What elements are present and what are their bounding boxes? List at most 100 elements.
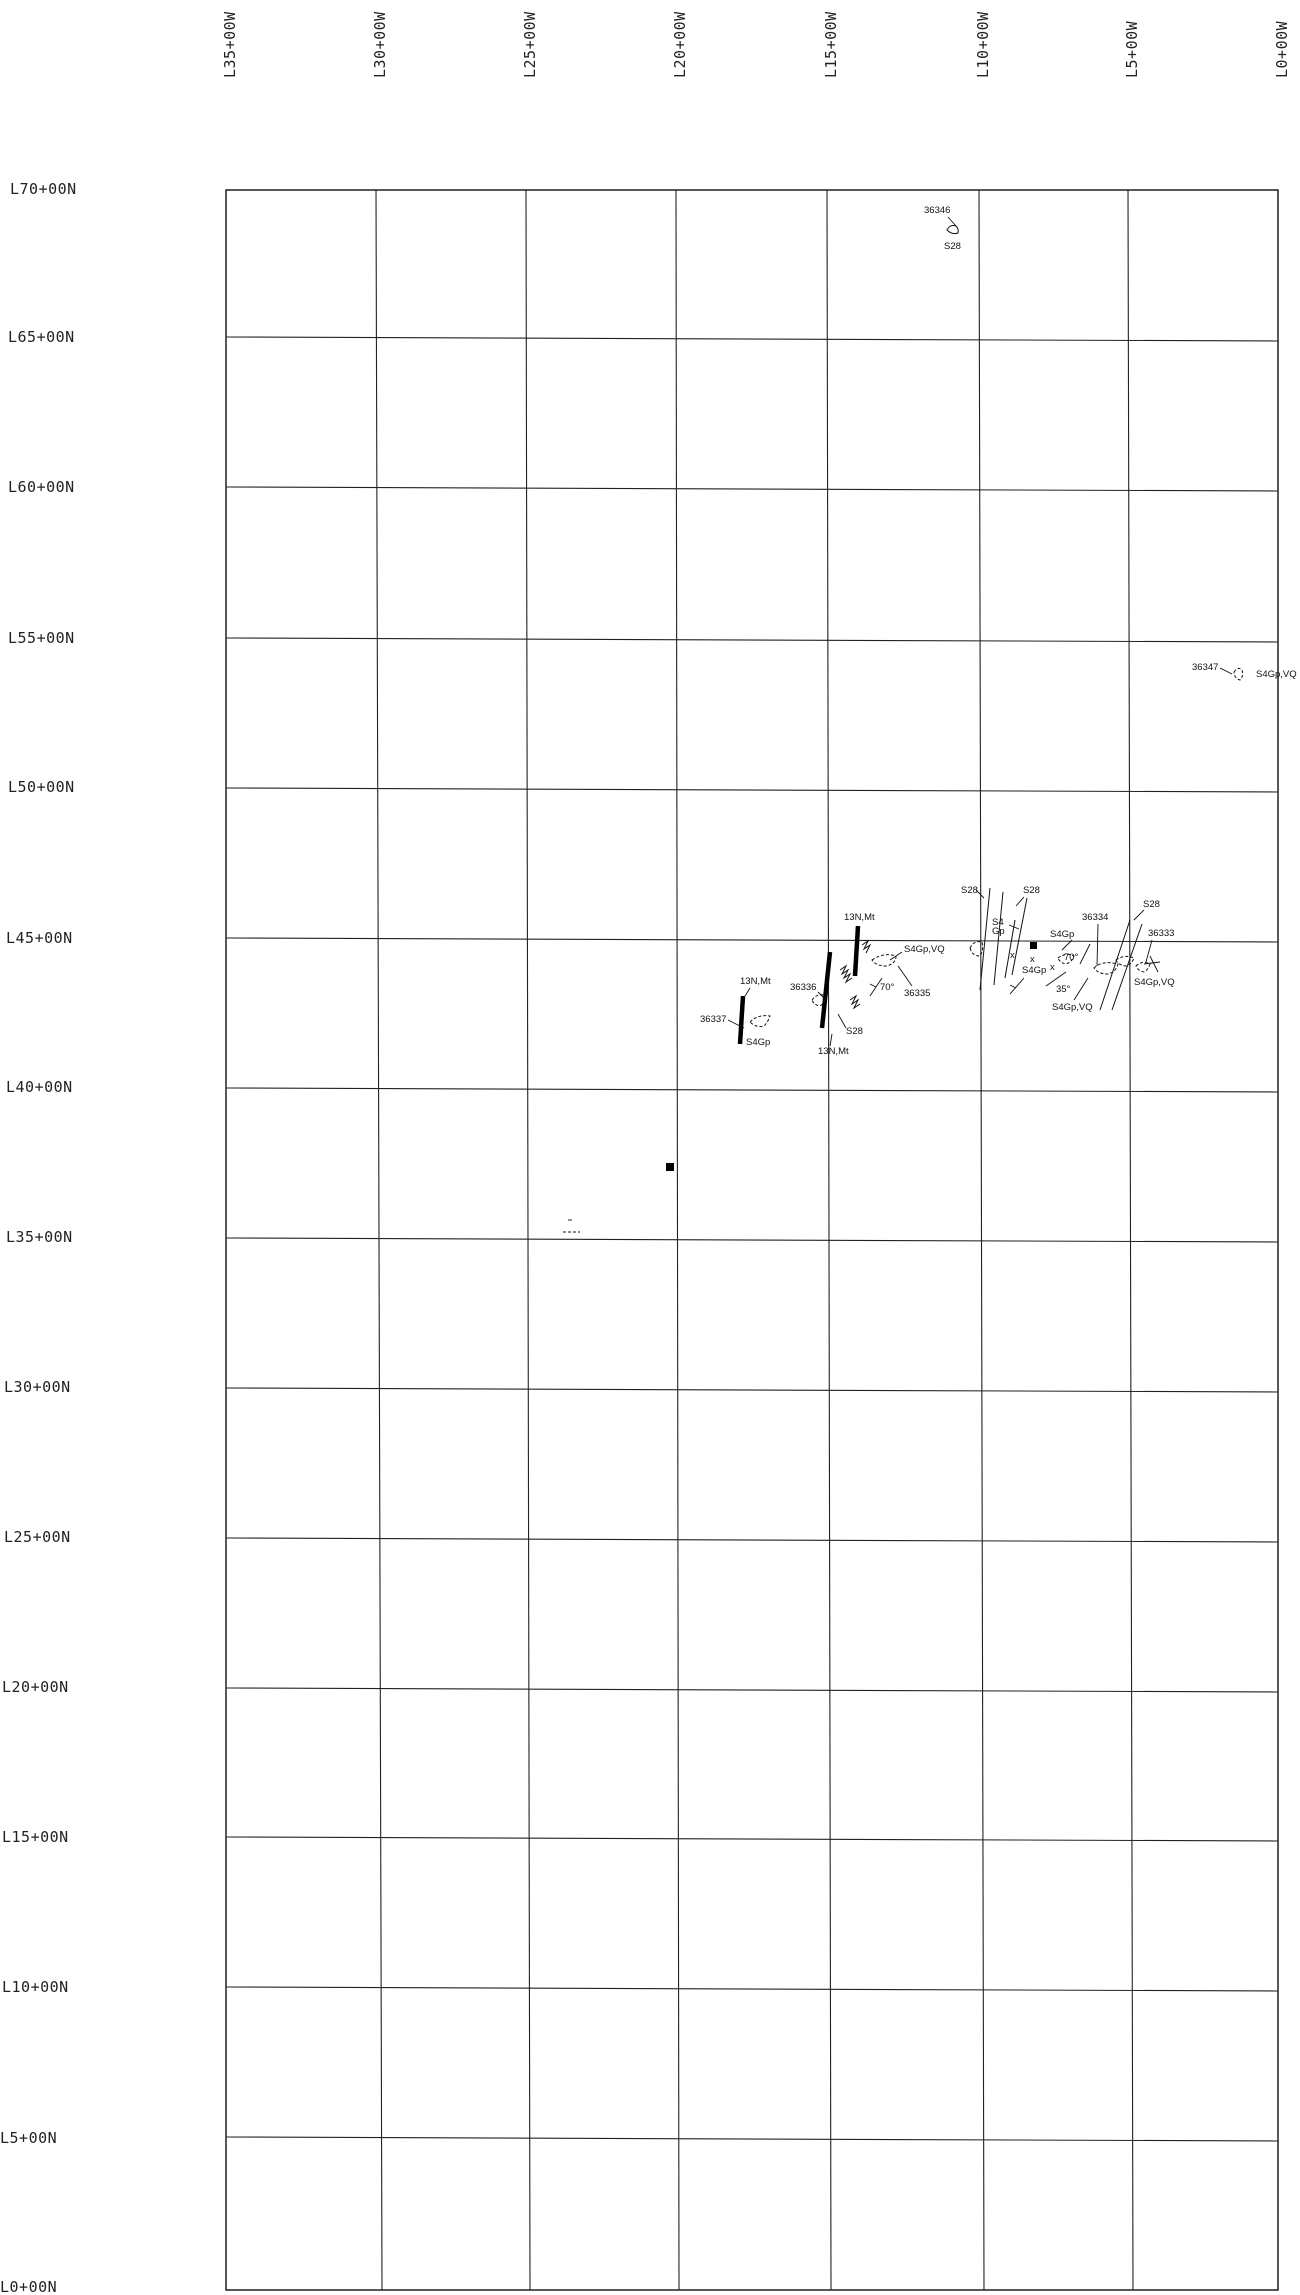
strike-symbol [1149, 955, 1159, 973]
sample-36347: 36347 S4Gp,VQ [1192, 662, 1297, 681]
rock-code: S4 [992, 917, 1004, 928]
sample-id: 36337 [700, 1014, 726, 1025]
rock-code: S28 [961, 885, 978, 896]
dip-symbol [1045, 971, 1067, 987]
dip-value: 35° [1056, 984, 1071, 995]
contact-x: x [1010, 950, 1015, 961]
rock-code: S28 [1143, 899, 1160, 910]
outcrop-outline [1115, 955, 1135, 967]
rock-code: S4Gp,VQ [1256, 669, 1297, 680]
grid-line-l30n [225, 1387, 1279, 1393]
dip-value: 70° [880, 982, 895, 993]
grid-line-l10n [225, 1986, 1279, 1992]
leader-line [975, 889, 985, 899]
survey-grid [225, 189, 1279, 2291]
grid-line-l45n [225, 937, 1279, 943]
contact-x: x [1030, 954, 1035, 965]
leader-line [1015, 896, 1025, 907]
rock-code: 13N,Mt [844, 912, 875, 923]
dip-tick [1009, 984, 1017, 989]
faint-mark [563, 1219, 580, 1233]
northing-label: L5+00N [0, 2129, 57, 2147]
map-frame [225, 189, 1279, 2291]
leader-line [829, 1033, 833, 1047]
grid-line-l50n [225, 787, 1279, 793]
sample-id: 36335 [904, 988, 930, 999]
sample-location-marker [1030, 942, 1037, 949]
grid-line-l55n [225, 637, 1279, 643]
easting-label: L0+00W [1273, 20, 1291, 78]
grid-line-l5n [225, 2136, 1279, 2142]
easting-label: L30+00W [371, 11, 389, 78]
leader-line [817, 991, 827, 1001]
easting-label: L5+00W [1123, 20, 1141, 78]
leader-line [1096, 923, 1099, 967]
strike-symbol [1008, 924, 1020, 930]
northing-label: L50+00N [8, 778, 75, 796]
leader-line [1073, 977, 1089, 1001]
northing-label: L70+00N [10, 180, 77, 198]
dyke-marker [852, 925, 861, 977]
leader-line [1061, 939, 1073, 951]
rock-code: Gp [992, 926, 1005, 937]
rock-code: S4Gp [746, 1037, 770, 1048]
northing-label: L40+00N [6, 1078, 73, 1096]
grid-line-l25w [525, 189, 531, 2291]
foliation-wiggle [839, 964, 853, 984]
easting-label: L10+00W [974, 11, 992, 78]
rock-code: S4Gp,VQ [1134, 977, 1175, 988]
contact-line [1011, 897, 1028, 976]
outcrop-outline [871, 954, 897, 967]
leader-line [947, 216, 957, 227]
dyke-marker [819, 951, 833, 1029]
contact-line [979, 887, 991, 991]
outcrop-outline [749, 1015, 771, 1027]
easting-label: L20+00W [671, 11, 689, 78]
rock-code: S4Gp,VQ [904, 944, 945, 955]
leader-line [889, 951, 903, 961]
northing-label: L10+00N [2, 1978, 69, 1996]
sample-location-marker [666, 1163, 674, 1171]
contact-line [1004, 919, 1016, 979]
northing-label: L55+00N [8, 629, 75, 647]
leader-line [1145, 939, 1153, 963]
northing-label: L20+00N [2, 1678, 69, 1696]
grid-line-l10w [978, 189, 985, 2291]
outcrop-outline [811, 994, 827, 1007]
foliation-wiggle [849, 994, 861, 1010]
grid-line-l25n [225, 1537, 1279, 1543]
dip-tick [869, 983, 877, 988]
leader-line [1133, 909, 1145, 921]
northing-label: L45+00N [6, 929, 73, 947]
grid-line-l5w [1127, 189, 1134, 2291]
leader-line [897, 965, 913, 987]
grid-line-l15n [225, 1836, 1279, 1842]
grid-line-l60n [225, 486, 1279, 492]
northing-labels: L70+00N L65+00N L60+00N L55+00N L50+00N … [0, 180, 77, 2295]
dip-symbol [1009, 977, 1025, 995]
sample-id: 36334 [1082, 912, 1108, 923]
easting-label: L25+00W [521, 11, 539, 78]
sample-id: 36347 [1192, 662, 1218, 673]
sample-36337: 13N,Mt 36337 S4Gp [700, 976, 771, 1048]
rock-code: S28 [944, 241, 961, 252]
sample-36333: S28 36333 S4Gp,VQ [1133, 899, 1175, 988]
sample-id: 36336 [790, 982, 816, 993]
rock-code: S28 [1023, 885, 1040, 896]
rock-code: S4Gp,VQ [1052, 1002, 1093, 1013]
sample-id: 36333 [1148, 928, 1174, 939]
sample-36346: 36346 S28 [924, 205, 961, 252]
northing-label: L30+00N [4, 1378, 71, 1396]
rock-code: S4Gp [1050, 929, 1074, 940]
outcrop-outline [1057, 953, 1075, 965]
contact-line [993, 891, 1004, 986]
northing-label: L65+00N [8, 328, 75, 346]
rock-code: 13N,Mt [818, 1046, 849, 1057]
easting-label: L35+00W [221, 11, 239, 78]
sample-36335: S4Gp,VQ 70° 36335 [869, 944, 945, 999]
rock-code: S4Gp [1022, 965, 1046, 976]
sample-36334: 36334 [1082, 912, 1143, 1011]
outcrop-outline [1233, 667, 1244, 681]
foliation-wiggle [861, 939, 872, 954]
